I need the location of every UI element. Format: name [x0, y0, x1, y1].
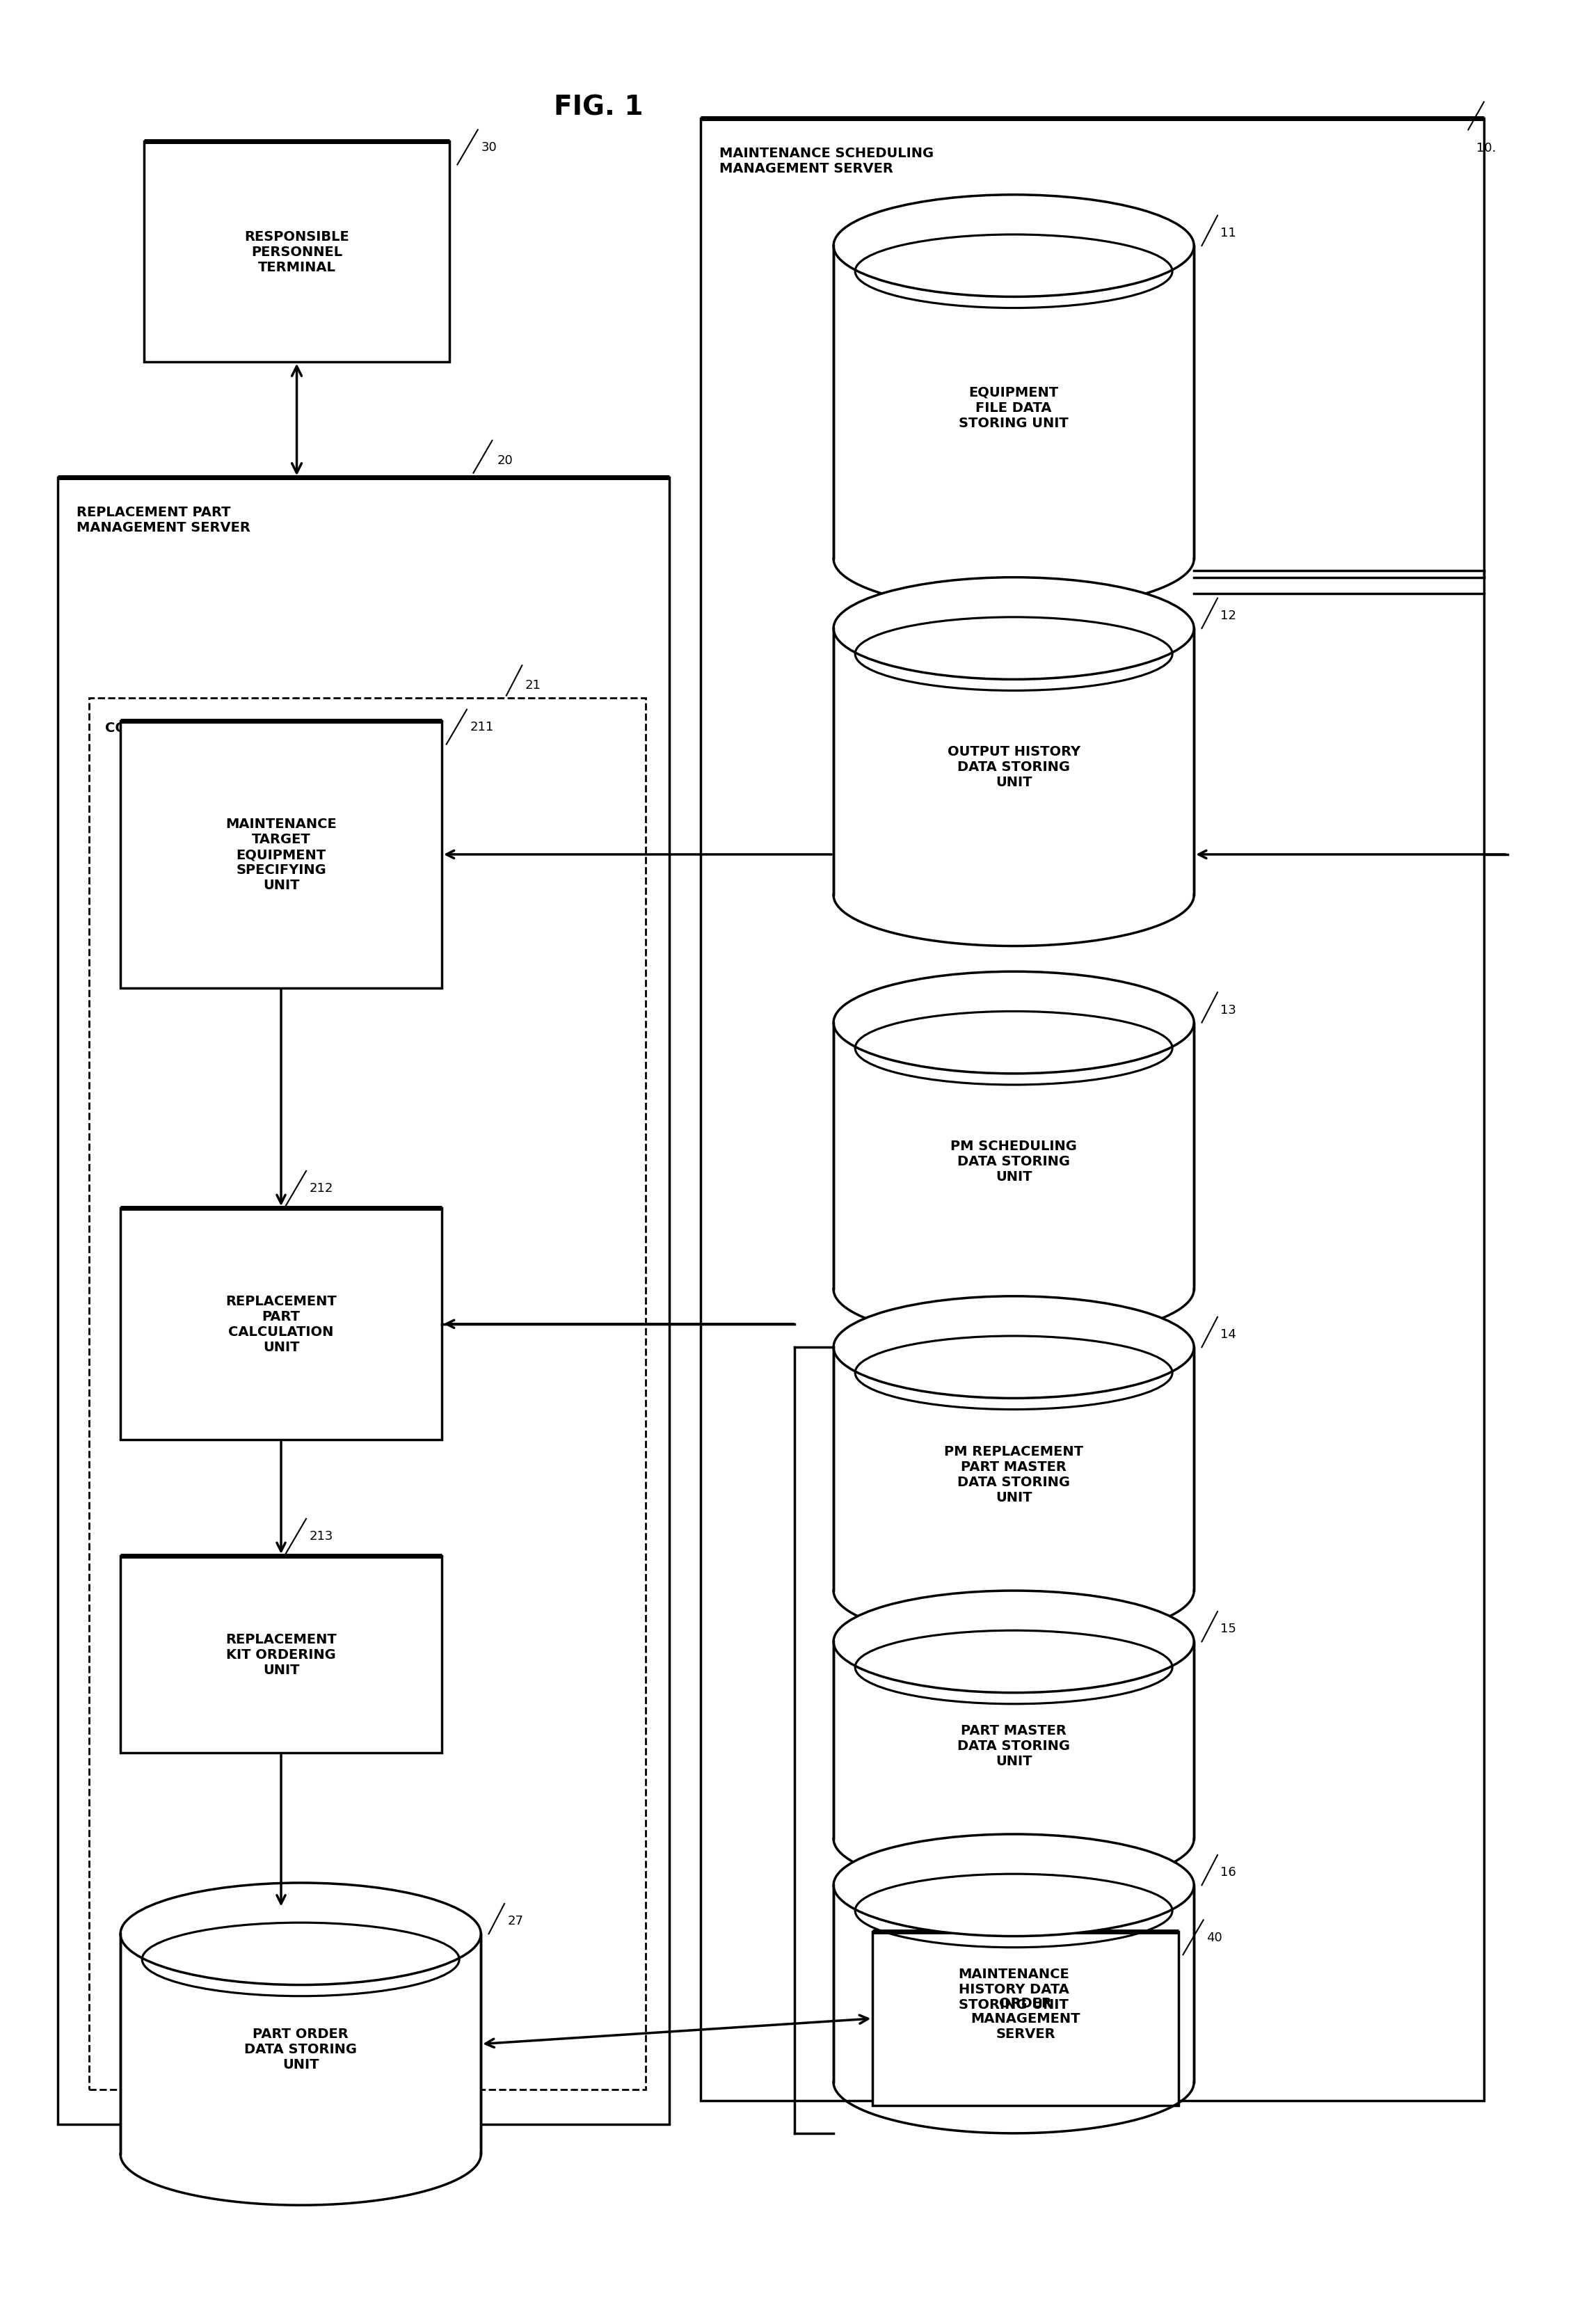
Text: ORDER
MANAGEMENT
SERVER: ORDER MANAGEMENT SERVER — [971, 1996, 1081, 2040]
Bar — [700, 119, 1483, 2101]
Text: PM SCHEDULING
DATA STORING
UNIT: PM SCHEDULING DATA STORING UNIT — [950, 1139, 1078, 1183]
Text: REPLACEMENT PART
MANAGEMENT SERVER: REPLACEMENT PART MANAGEMENT SERVER — [77, 507, 250, 535]
Bar — [834, 630, 1194, 895]
Bar — [834, 1023, 1194, 1290]
Bar — [121, 1557, 442, 1752]
Ellipse shape — [834, 971, 1194, 1074]
Text: REPLACEMENT
PART
CALCULATION
UNIT: REPLACEMENT PART CALCULATION UNIT — [225, 1294, 337, 1355]
Text: 30: 30 — [481, 142, 497, 153]
Text: 20: 20 — [497, 453, 513, 467]
Ellipse shape — [834, 195, 1194, 297]
Text: PART MASTER
DATA STORING
UNIT: PART MASTER DATA STORING UNIT — [958, 1724, 1070, 1769]
Text: 27: 27 — [508, 1915, 524, 1927]
Ellipse shape — [121, 1882, 481, 1985]
Text: REPLACEMENT
KIT ORDERING
UNIT: REPLACEMENT KIT ORDERING UNIT — [225, 1634, 337, 1676]
Text: 11: 11 — [1221, 228, 1236, 239]
Ellipse shape — [834, 579, 1194, 681]
Text: FIG. 1: FIG. 1 — [554, 93, 643, 121]
Bar — [121, 720, 442, 988]
Text: OUTPUT HISTORY
DATA STORING
UNIT: OUTPUT HISTORY DATA STORING UNIT — [947, 746, 1081, 790]
Text: 21: 21 — [525, 679, 541, 693]
Bar — [121, 1208, 442, 1441]
Text: PART ORDER
DATA STORING
UNIT: PART ORDER DATA STORING UNIT — [244, 2027, 357, 2071]
Bar — [834, 1348, 1194, 1592]
Ellipse shape — [834, 1592, 1194, 1692]
Text: EQUIPMENT
FILE DATA
STORING UNIT: EQUIPMENT FILE DATA STORING UNIT — [960, 386, 1068, 430]
Text: RESPONSIBLE
PERSONNEL
TERMINAL: RESPONSIBLE PERSONNEL TERMINAL — [244, 230, 349, 274]
Text: 211: 211 — [470, 720, 494, 732]
Bar — [90, 697, 645, 2089]
Bar — [145, 142, 450, 363]
Text: 12: 12 — [1221, 609, 1236, 623]
Text: MAINTENANCE
HISTORY DATA
STORING UNIT: MAINTENANCE HISTORY DATA STORING UNIT — [958, 1966, 1070, 2010]
Text: 15: 15 — [1221, 1622, 1236, 1634]
Ellipse shape — [834, 1297, 1194, 1399]
Text: 10.: 10. — [1475, 142, 1496, 153]
Text: 16: 16 — [1221, 1866, 1236, 1878]
Text: 40: 40 — [1206, 1931, 1222, 1943]
Bar — [834, 1641, 1194, 1838]
Text: MAINTENANCE SCHEDULING
MANAGEMENT SERVER: MAINTENANCE SCHEDULING MANAGEMENT SERVER — [719, 146, 933, 174]
Bar — [121, 1934, 481, 2154]
Text: 213: 213 — [310, 1529, 333, 1543]
Ellipse shape — [834, 1834, 1194, 1936]
Text: 13: 13 — [1221, 1004, 1236, 1016]
Bar — [834, 1885, 1194, 2082]
Text: MAINTENANCE
TARGET
EQUIPMENT
SPECIFYING
UNIT: MAINTENANCE TARGET EQUIPMENT SPECIFYING … — [225, 818, 337, 892]
Text: 212: 212 — [310, 1183, 333, 1195]
Text: PM REPLACEMENT
PART MASTER
DATA STORING
UNIT: PM REPLACEMENT PART MASTER DATA STORING … — [944, 1446, 1084, 1504]
Text: CONTROLLING UNIT: CONTROLLING UNIT — [105, 720, 255, 734]
Bar — [834, 246, 1194, 560]
Bar — [873, 1931, 1178, 2106]
Text: 14: 14 — [1221, 1327, 1236, 1341]
Bar — [58, 479, 669, 2124]
